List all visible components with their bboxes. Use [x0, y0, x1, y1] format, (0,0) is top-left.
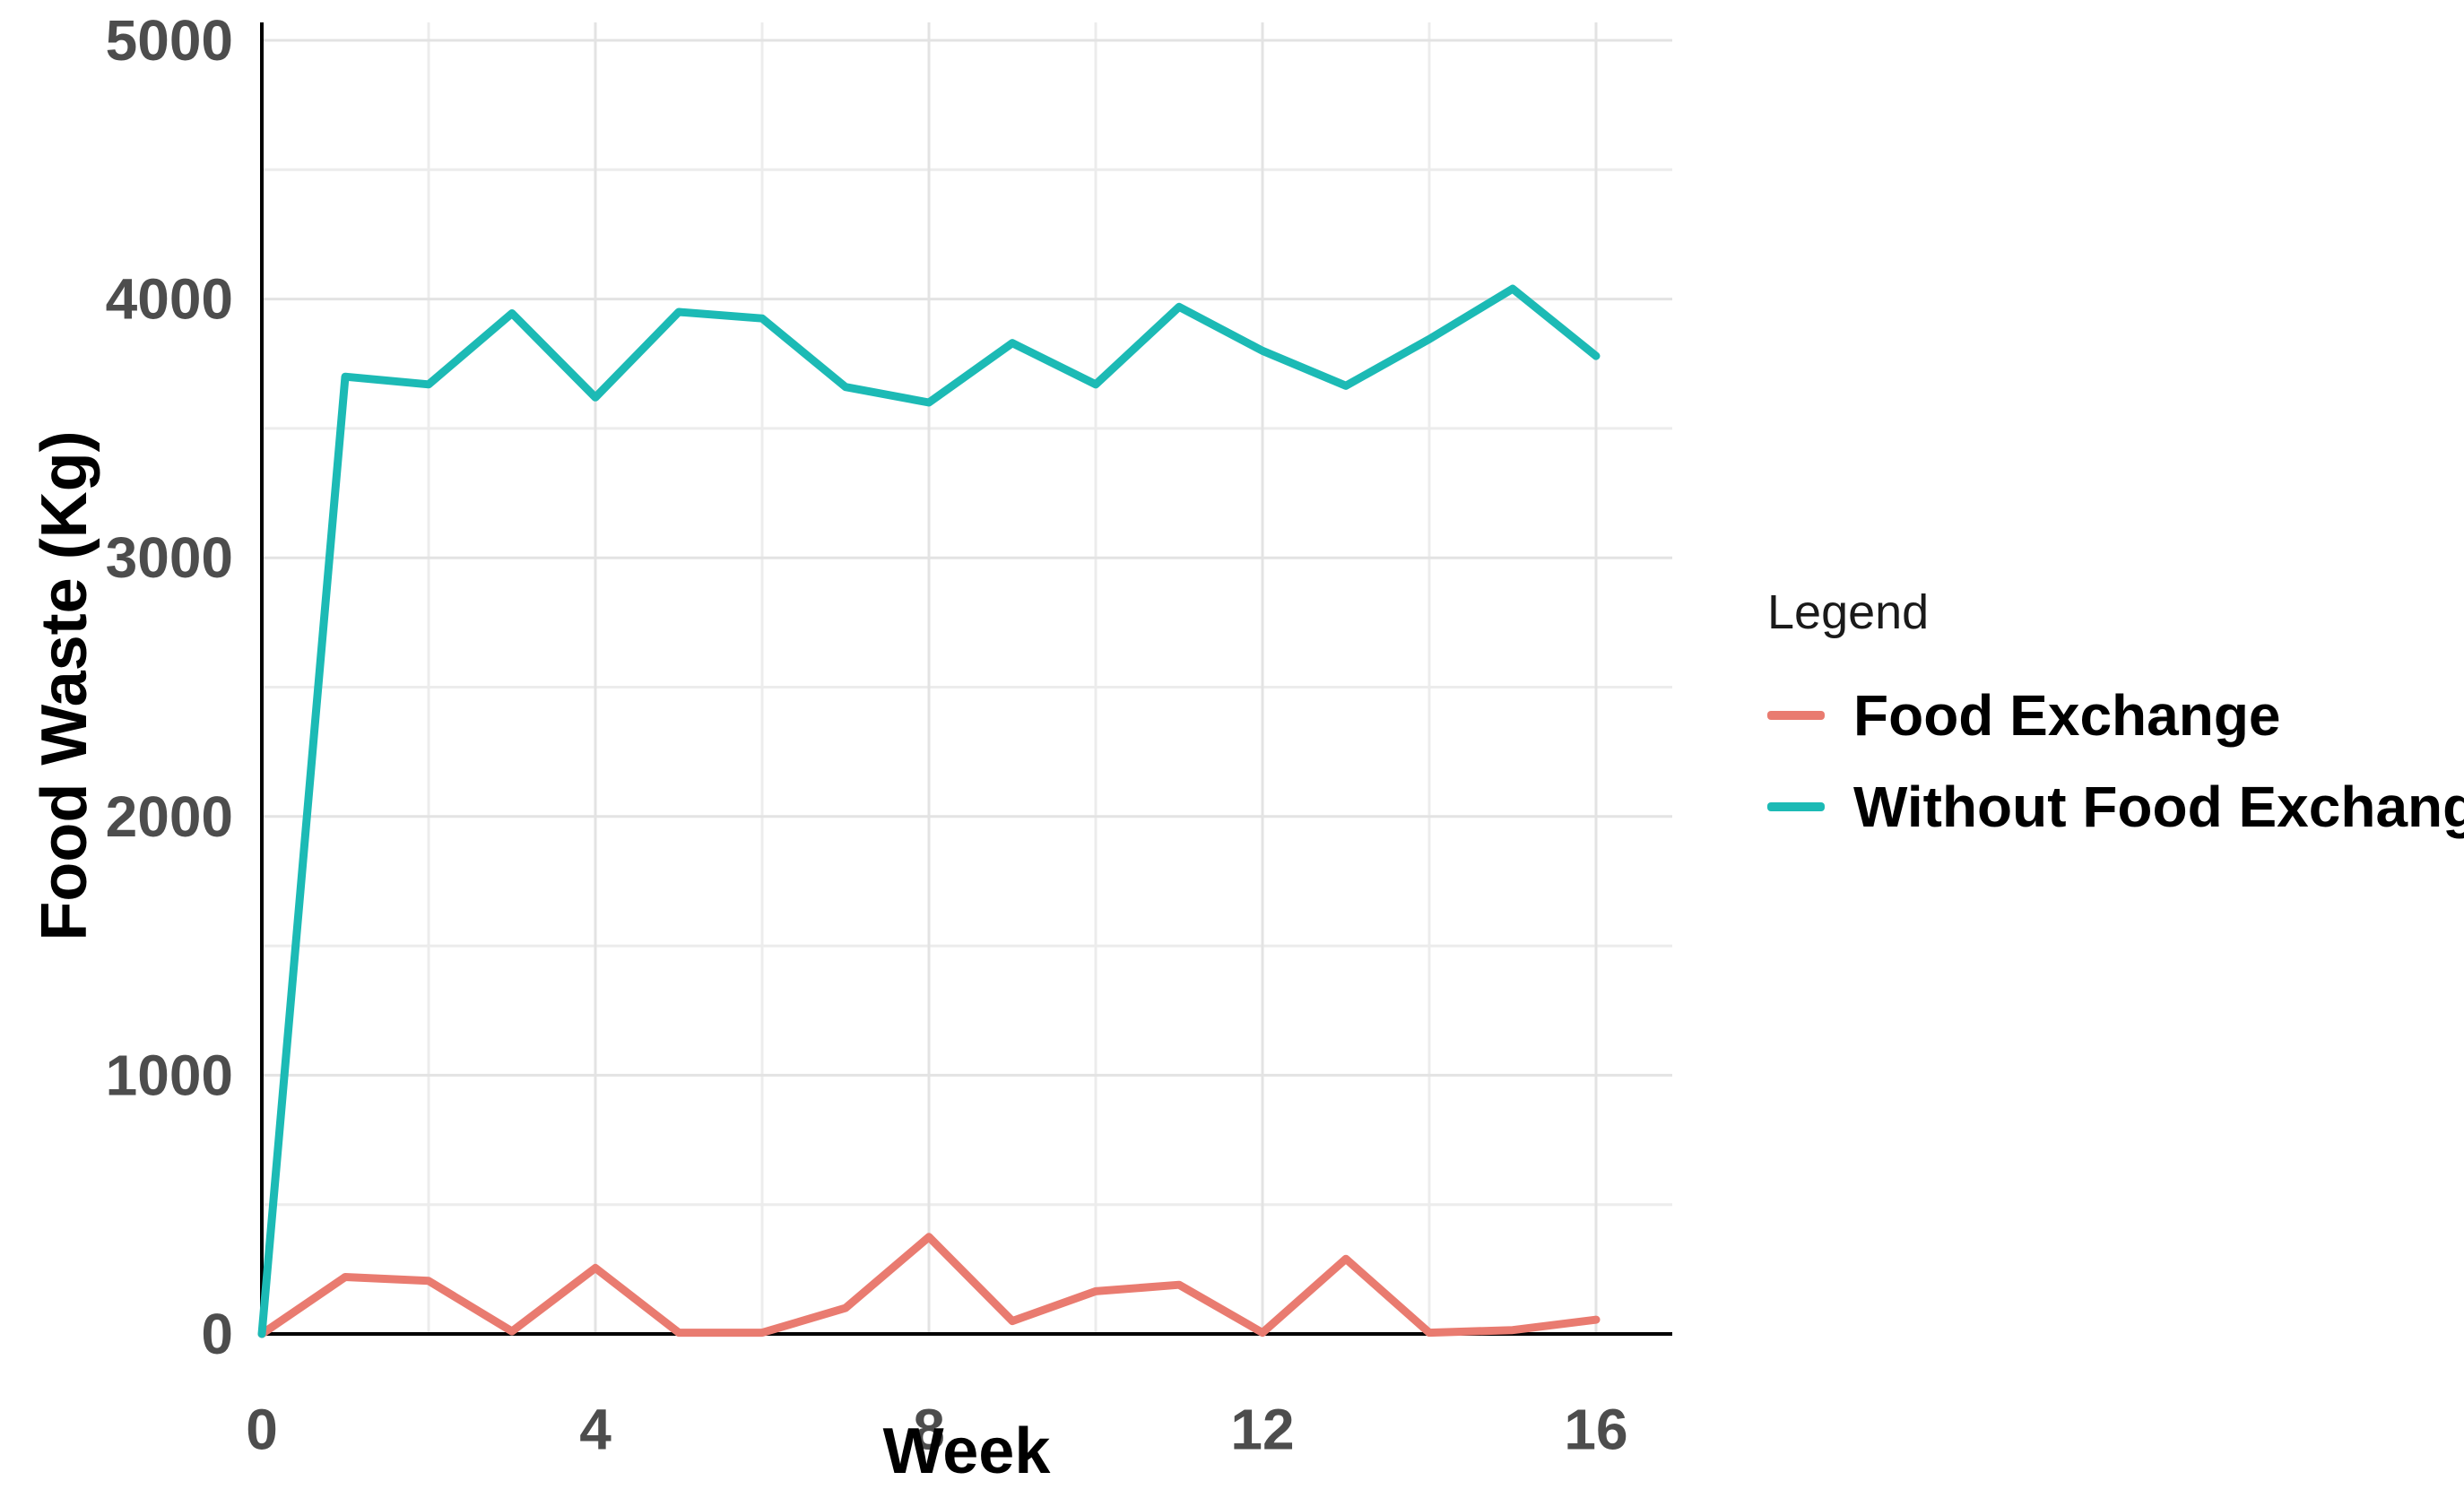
legend-item: Food Exchange [1767, 687, 2464, 744]
y-tick-label: 1000 [106, 1043, 233, 1107]
x-tick-label: 4 [579, 1397, 612, 1461]
x-axis-title: Week [882, 1416, 1051, 1487]
y-tick-label: 3000 [106, 525, 233, 590]
y-axis-title: Food Waste (Kg) [29, 430, 100, 941]
y-tick-label: 0 [201, 1302, 233, 1366]
legend-item: Without Food Exchange [1767, 778, 2464, 836]
legend: Legend Food Exchange Without Food Exchan… [1767, 584, 2464, 870]
legend-title: Legend [1767, 585, 1930, 639]
legend-item-label: Food Exchange [1853, 683, 2281, 748]
legend-swatch-without-food-exchange-icon [1767, 802, 1825, 811]
x-tick-label: 16 [1564, 1397, 1627, 1461]
legend-swatch-food-exchange-icon [1767, 711, 1825, 720]
legend-item-label: Without Food Exchange [1853, 775, 2464, 839]
x-tick-label: 12 [1230, 1397, 1294, 1461]
y-tick-label: 2000 [106, 784, 233, 849]
series-line-without-food-exchange [257, 284, 1601, 1338]
x-tick-label: 0 [246, 1397, 278, 1461]
y-tick-label: 4000 [106, 267, 233, 332]
x-tick-label: 8 [913, 1397, 945, 1461]
series-line-food-exchange [257, 1233, 1601, 1338]
y-tick-label: 5000 [106, 8, 233, 73]
